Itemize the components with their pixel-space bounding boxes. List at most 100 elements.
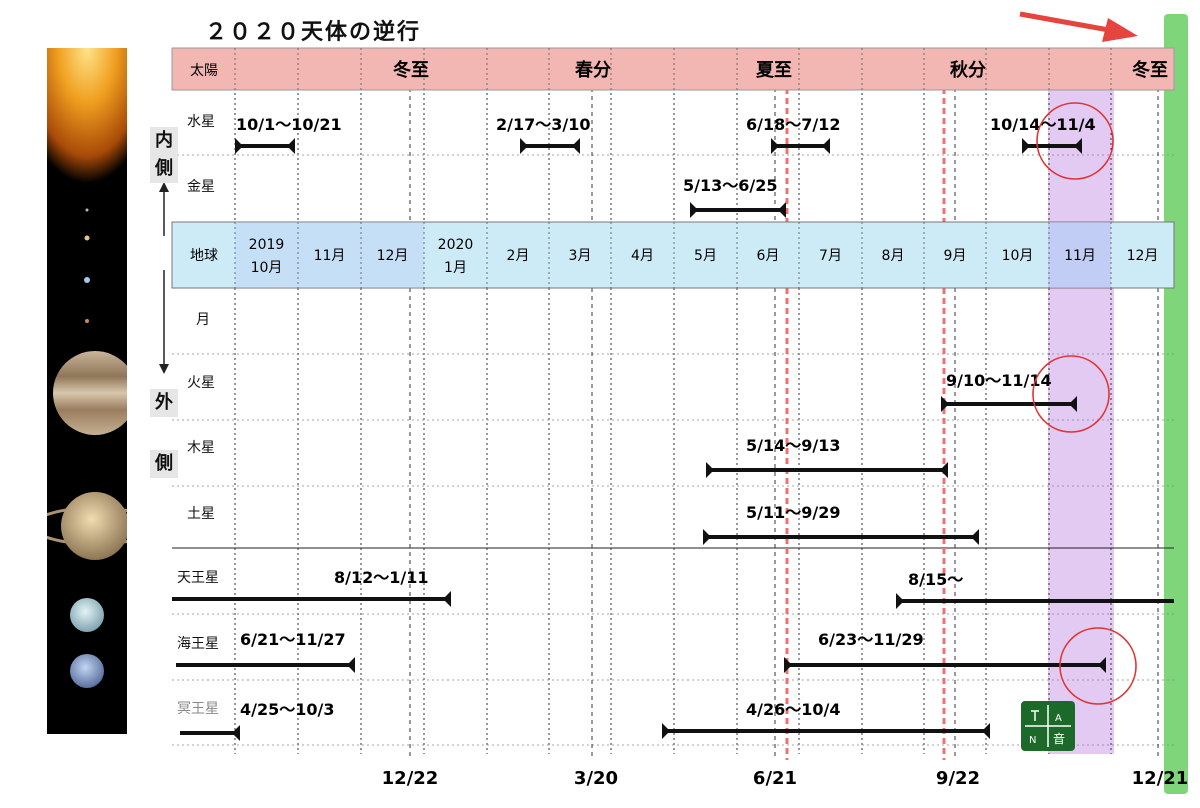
outer-label-1: 外 (150, 389, 178, 417)
retrograde-label-uranus: 8/12〜1/11 (334, 568, 429, 587)
retrograde-end-mercury (287, 138, 295, 154)
body-label-neptune: 海王星 (177, 636, 219, 652)
body-label-moon: 月 (196, 312, 210, 328)
earth-nov-highlight (1048, 222, 1111, 288)
retrograde-end-venus (778, 202, 786, 218)
earth-month-label: 6月 (757, 248, 780, 264)
earth-month-year: 2020 (438, 237, 474, 253)
retrograde-start-pluto (662, 723, 670, 739)
earth-month-label: 1月 (444, 260, 467, 276)
earth-month-label: 2月 (507, 248, 530, 264)
inner-arrow-head (159, 182, 169, 192)
retrograde-label-mercury: 10/1〜10/21 (236, 115, 342, 134)
earth-month-label: 8月 (882, 248, 905, 264)
retrograde-end-mars (1069, 396, 1077, 412)
logo-letter-a: A (1055, 713, 1062, 724)
retrograde-end-jupiter (940, 462, 948, 478)
venus-dot (84, 235, 90, 241)
chart-title: ２０２０天体の逆行 (205, 20, 422, 45)
earth-month-year: 2019 (249, 237, 285, 253)
earth-month-label: 10月 (251, 260, 283, 276)
body-label-saturn: 土星 (187, 506, 215, 522)
retrograde-label-neptune: 6/21〜11/27 (240, 630, 346, 649)
retrograde-end-uranus (443, 591, 451, 607)
sun-row-label: 太陽 (190, 63, 218, 79)
retrograde-end-neptune (347, 657, 355, 673)
retrograde-start-mars (941, 396, 949, 412)
sun-marker-0: 冬至 (393, 59, 429, 81)
highlight-circle (1059, 627, 1137, 705)
logo-letter-n: N (1029, 735, 1036, 746)
retrograde-label-neptune: 6/23〜11/29 (818, 630, 924, 649)
retrograde-start-mercury (771, 138, 779, 154)
body-label-mars: 火星 (187, 375, 215, 391)
body-label-venus: 金星 (187, 179, 215, 195)
retrograde-start-mercury (235, 138, 243, 154)
retrograde-end-pluto (232, 725, 240, 741)
outer-label-2: 側 (150, 450, 178, 478)
inner-label-1: 内 (150, 127, 178, 155)
mars-dot (85, 319, 89, 323)
logo-glyph: 音 (1053, 731, 1065, 746)
date-label: 6/21 (753, 768, 797, 789)
november-highlight (1048, 88, 1114, 754)
retrograde-label-uranus: 8/15〜 (908, 570, 963, 589)
earth-row (171, 221, 1175, 289)
sun-marker-1: 春分 (575, 59, 611, 81)
earth-row-label: 地球 (190, 248, 218, 264)
earth-month-label: 12月 (377, 248, 409, 264)
retrograde-start-venus (690, 202, 698, 218)
retrograde-label-venus: 5/13〜6/25 (683, 176, 778, 195)
sun-marker-3: 秋分 (950, 59, 986, 81)
highlight-circle (1032, 355, 1110, 433)
retrograde-label-pluto: 4/25〜10/3 (240, 700, 335, 719)
saturn-image (61, 492, 127, 560)
retrograde-start-mercury (1022, 138, 1030, 154)
jupiter-image (53, 351, 127, 435)
sun-marker-4: 冬至 (1132, 59, 1168, 81)
earth-month-label: 11月 (1064, 248, 1096, 264)
retrograde-start-saturn (703, 529, 711, 545)
date-label: 9/22 (936, 768, 980, 789)
earth-month-label: 3月 (569, 248, 592, 264)
earth-month-label: 5月 (694, 248, 717, 264)
earth-dot (84, 277, 90, 283)
retrograde-label-saturn: 5/11〜9/29 (746, 503, 841, 522)
green-end-bar (1164, 14, 1188, 794)
date-label: 12/21 (1132, 768, 1189, 789)
channel-logo: A N 音 (1021, 701, 1075, 751)
body-label-uranus: 天王星 (177, 570, 219, 586)
retrograde-end-mercury (822, 138, 830, 154)
retrograde-start-mercury (520, 138, 528, 154)
retrograde-start-uranus (896, 593, 904, 609)
retrograde-start-neptune (784, 657, 792, 673)
earth-month-label: 9月 (944, 248, 967, 264)
outer-arrow-head (159, 364, 169, 374)
earth-month-label: 10月 (1002, 248, 1034, 264)
mercury-dot (85, 208, 89, 212)
sun-image (47, 48, 127, 198)
earth-month-label: 12月 (1127, 248, 1159, 264)
earth-month-label: 11月 (314, 248, 346, 264)
retrograde-end-pluto (982, 723, 990, 739)
retrograde-label-pluto: 4/26〜10/4 (746, 700, 841, 719)
uranus-image (70, 598, 104, 632)
planet-image-strip (47, 48, 127, 734)
retrograde-label-mercury: 2/17〜3/10 (496, 115, 591, 134)
retrograde-end-mercury (1074, 138, 1082, 154)
earth-month-label: 7月 (819, 248, 842, 264)
retrograde-start-jupiter (706, 462, 714, 478)
date-label: 12/22 (382, 768, 439, 789)
earth-month-label: 4月 (631, 248, 654, 264)
body-label-mercury: 水星 (187, 114, 215, 130)
retrograde-label-mercury: 10/14〜11/4 (990, 115, 1096, 134)
highlight-circle (1036, 102, 1114, 180)
retrograde-end-neptune (1098, 657, 1106, 673)
red-arrow-shaft (1019, 11, 1121, 35)
body-label-pluto: 冥王星 (177, 701, 219, 717)
inner-label-2: 側 (150, 155, 178, 183)
red-arrow-head (1102, 18, 1138, 42)
retrograde-end-mercury (572, 138, 580, 154)
sun-row (171, 47, 1175, 91)
